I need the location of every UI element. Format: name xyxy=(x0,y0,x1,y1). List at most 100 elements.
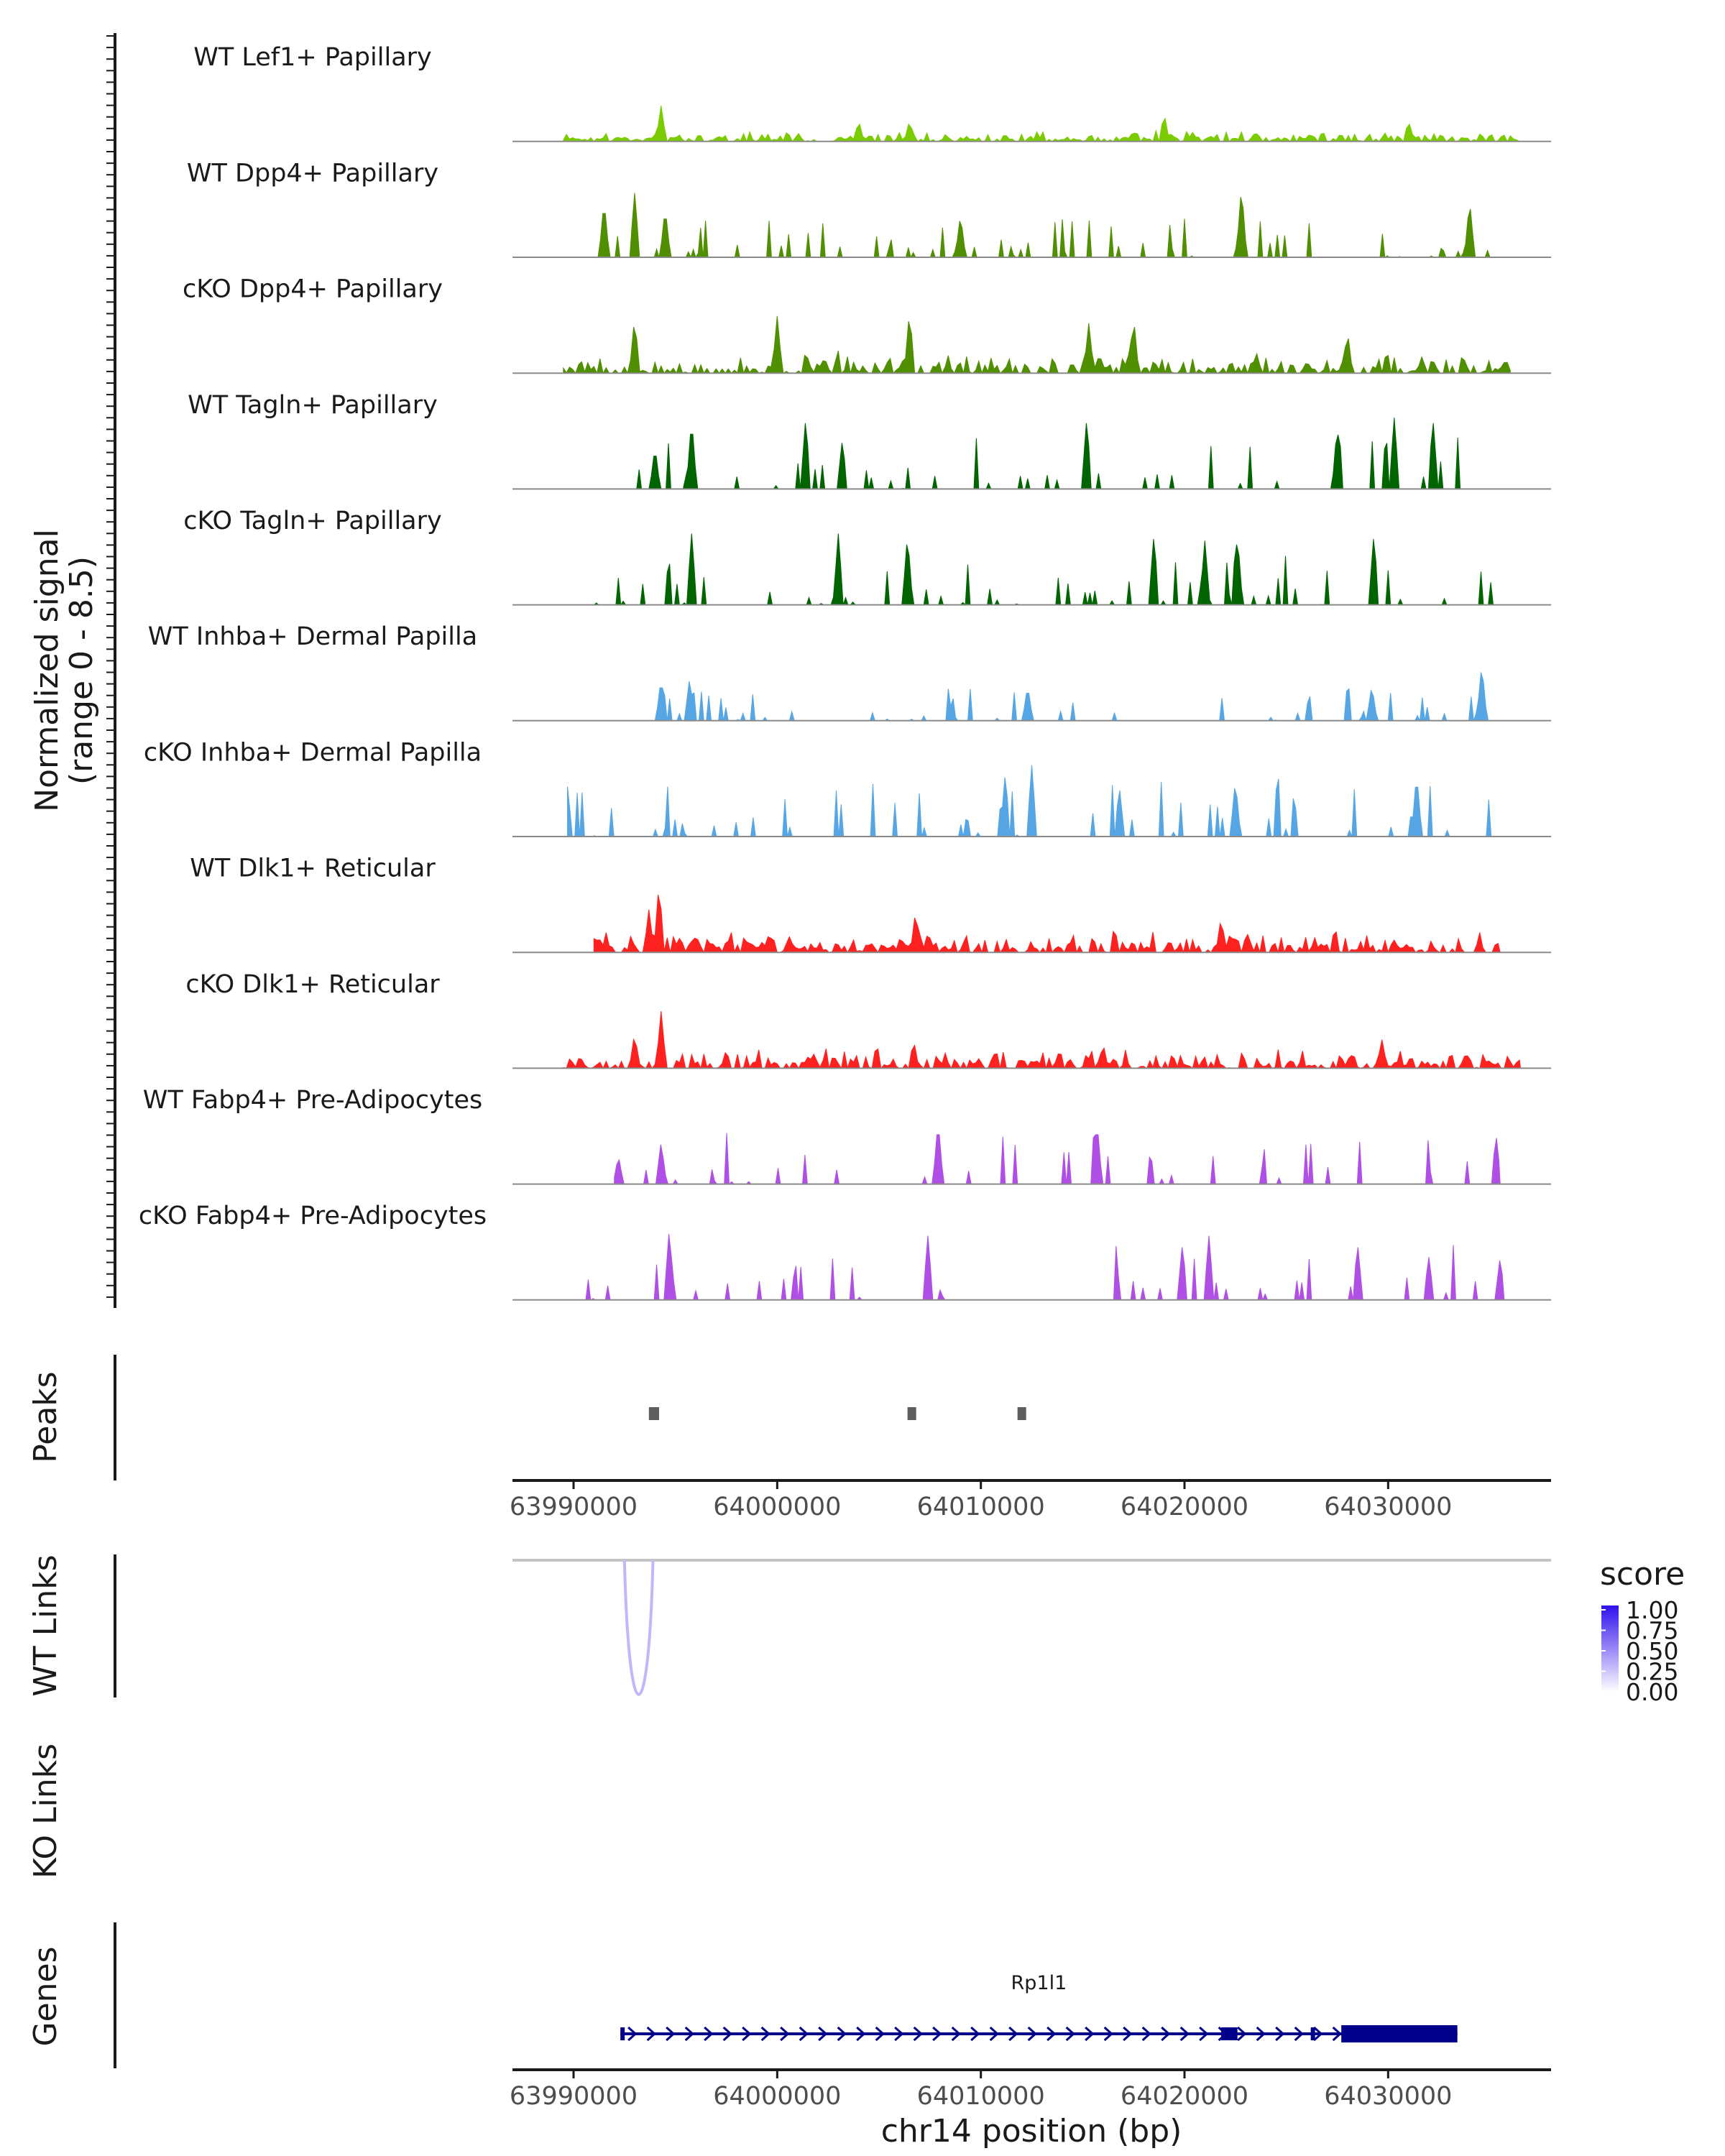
gene-strand-arrow xyxy=(989,2026,999,2042)
peaks-panel-title: Peaks xyxy=(27,1371,64,1462)
coverage-signal-area xyxy=(654,672,1490,722)
coverage-track-label: WT Dlk1+ Reticular xyxy=(190,854,436,883)
gene-exon xyxy=(1341,2025,1458,2042)
coverage-signal-area xyxy=(567,765,1496,837)
gene-strand-arrow xyxy=(1275,2026,1285,2042)
gene-strand-arrow xyxy=(1332,2026,1342,2042)
ko-links-panel-title: KO Links xyxy=(27,1743,64,1879)
gene-exon xyxy=(1221,2027,1238,2040)
coverage-track: WT Lef1+ Papillary xyxy=(193,43,1551,143)
x-axis-tick-label: 64020000 xyxy=(1121,2082,1248,2111)
peak-region xyxy=(648,1407,659,1420)
wt-links-panel-title: WT Links xyxy=(27,1554,64,1696)
gene-strand-arrow xyxy=(1256,2026,1266,2042)
gene-strand-arrow xyxy=(1294,2026,1304,2042)
coverage-track-label: cKO Inhba+ Dermal Papilla xyxy=(144,738,482,767)
genes-panel: Genes Rp1l1 xyxy=(27,1922,1458,2068)
coverage-signal-area xyxy=(574,193,1501,259)
coverage-y-ticks xyxy=(106,35,115,1298)
coverage-track: cKO Tagln+ Papillary xyxy=(183,507,1551,607)
peak-region xyxy=(1017,1407,1026,1420)
gene-strand-arrow xyxy=(1046,2026,1057,2042)
coverage-signal-area xyxy=(592,533,1501,607)
gene-strand-arrow xyxy=(1085,2026,1095,2042)
coverage-y-axis-range: (range 0 - 8.5) xyxy=(63,556,100,785)
x-axis-tick-label: 63990000 xyxy=(510,1493,638,1521)
gene-strand-arrow xyxy=(1313,2026,1323,2042)
coverage-signal-area xyxy=(563,1010,1522,1070)
coverage-signal-area xyxy=(563,106,1521,143)
coverage-track-label: WT Inhba+ Dermal Papilla xyxy=(148,622,477,651)
coverage-signal-area xyxy=(574,1234,1505,1302)
score-legend-breaks: 1.000.750.500.250.00 xyxy=(1601,1596,1678,1706)
coverage-track-label: WT Dpp4+ Papillary xyxy=(187,159,438,188)
x-axis-tick-label: 64010000 xyxy=(917,2082,1045,2111)
coverage-track-label: WT Lef1+ Papillary xyxy=(193,43,432,72)
score-legend-label: 0.50 xyxy=(1626,1637,1678,1665)
coverage-signal-area xyxy=(593,894,1501,954)
x-axis-tick-label: 64020000 xyxy=(1121,1493,1248,1521)
gene-strand-arrow xyxy=(951,2026,961,2042)
coverage-track: WT Tagln+ Papillary xyxy=(188,391,1551,490)
score-legend-label: 0.25 xyxy=(1626,1658,1678,1686)
coverage-y-axis-title: Normalized signal xyxy=(29,529,65,812)
peaks-panel: Peaks xyxy=(27,1355,1026,1480)
coverage-signal-area xyxy=(614,1133,1501,1185)
gene-strand-arrow xyxy=(913,2026,923,2042)
coverage-track-label: WT Fabp4+ Pre-Adipocytes xyxy=(143,1086,482,1115)
gene-strand-arrow xyxy=(1123,2026,1133,2042)
coverage-track-label: cKO Tagln+ Papillary xyxy=(183,507,442,535)
coverage-track: cKO Fabp4+ Pre-Adipocytes xyxy=(139,1202,1551,1302)
gene-strand-arrow xyxy=(799,2026,809,2042)
coverage-track: WT Inhba+ Dermal Papilla xyxy=(148,622,1551,722)
x-axis-tick-label: 63990000 xyxy=(510,2082,638,2111)
coverage-track-label: cKO Dpp4+ Papillary xyxy=(183,275,443,304)
gene-strand-arrow xyxy=(1161,2026,1171,2042)
gene-strand-arrow xyxy=(1008,2026,1018,2042)
gene-model: Rp1l1 xyxy=(620,1972,1458,2042)
coverage-track: WT Dpp4+ Papillary xyxy=(187,159,1551,259)
peak-region xyxy=(907,1407,916,1420)
gene-exon xyxy=(1310,2027,1315,2040)
gene-strand-arrow xyxy=(894,2026,904,2042)
gene-strand-arrow xyxy=(1103,2026,1113,2042)
gene-strand-arrow xyxy=(818,2026,828,2042)
coverage-track: cKO Inhba+ Dermal Papilla xyxy=(144,738,1551,837)
x-axis-tick-label: 64000000 xyxy=(713,2082,841,2111)
ko-links-panel: KO Links xyxy=(27,1743,64,1879)
score-legend: score 1.000.750.500.250.00 xyxy=(1600,1556,1685,1706)
gene-exon xyxy=(620,2027,625,2040)
gene-strand-arrow xyxy=(1237,2026,1247,2042)
gene-strand-arrow xyxy=(1065,2026,1075,2042)
gene-strand-arrow xyxy=(1141,2026,1151,2042)
gene-strand-arrow xyxy=(684,2026,694,2042)
gene-strand-arrow xyxy=(722,2026,732,2042)
gene-strand-arrow xyxy=(1179,2026,1190,2042)
x-axis-bottom: 63990000 64000000 64010000 64020000 64030000 xyxy=(510,2068,1551,2111)
gene-name-label: Rp1l1 xyxy=(1011,1972,1067,1994)
coverage-signal-area xyxy=(624,418,1480,490)
gene-strand-arrow xyxy=(837,2026,847,2042)
gene-strand-arrow xyxy=(780,2026,790,2042)
x-axis-tick-label: 64000000 xyxy=(713,1493,841,1521)
gene-strand-arrow xyxy=(970,2026,980,2042)
x-axis-tick-label: 64010000 xyxy=(917,1493,1045,1521)
genes-panel-title: Genes xyxy=(27,1946,64,2046)
x-axis-tick-label: 64030000 xyxy=(1324,1493,1452,1521)
gene-models: Rp1l1 xyxy=(620,1972,1458,2042)
coverage-track: cKO Dlk1+ Reticular xyxy=(185,970,1551,1070)
score-legend-label: 0.00 xyxy=(1626,1678,1678,1706)
gene-strand-arrow xyxy=(666,2026,676,2042)
wt-link-arcs xyxy=(622,1560,655,1696)
gene-strand-arrow xyxy=(932,2026,942,2042)
gene-strand-arrow xyxy=(742,2026,752,2042)
coverage-track-label: cKO Dlk1+ Reticular xyxy=(185,970,440,999)
link-arc xyxy=(622,1560,655,1696)
coverage-signal-area xyxy=(563,315,1511,374)
x-axis-tick-label: 64030000 xyxy=(1324,2082,1452,2111)
coverage-track: WT Dlk1+ Reticular xyxy=(190,854,1551,954)
x-axis-title: chr14 position (bp) xyxy=(881,2113,1182,2150)
peak-regions xyxy=(648,1407,1026,1420)
gene-strand-arrow xyxy=(704,2026,714,2042)
